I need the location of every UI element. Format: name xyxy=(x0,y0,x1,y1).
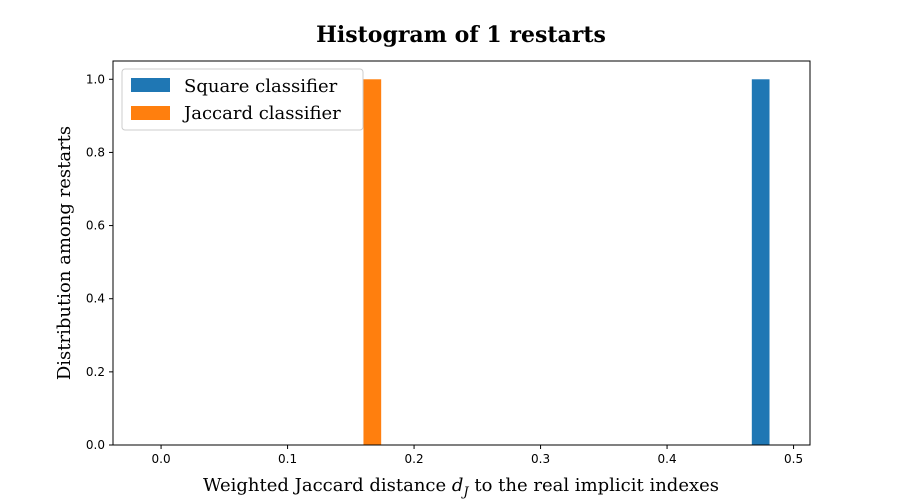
y-tick-label: 0.4 xyxy=(86,292,105,306)
y-tick-label: 0.8 xyxy=(86,145,105,159)
legend-swatch-jaccard-classifier xyxy=(131,106,170,120)
x-tick-label: 0.0 xyxy=(152,452,171,466)
plot-frame xyxy=(112,60,811,446)
legend-swatch-square-classifier xyxy=(131,78,170,92)
y-tick-label: 0.6 xyxy=(86,219,105,233)
x-axis-label: Weighted Jaccard distance dJ to the real… xyxy=(203,475,719,500)
legend-label-jaccard-classifier: Jaccard classifier xyxy=(182,103,341,124)
x-tick-label: 0.2 xyxy=(405,452,424,466)
x-axis-label-symbol: d xyxy=(452,475,464,496)
chart-title: Histogram of 1 restarts xyxy=(316,22,606,48)
bar-square-classifier-0 xyxy=(751,79,770,446)
x-axis-label-subscript: J xyxy=(460,485,469,500)
y-tick-label: 1.0 xyxy=(86,72,105,86)
y-axis-ticks: 0.0 0.2 0.4 0.6 0.8 1.0 xyxy=(86,72,113,452)
legend-box xyxy=(121,68,364,131)
bar-jaccard-classifier-0 xyxy=(363,79,382,446)
y-tick-label: 0.0 xyxy=(86,438,105,452)
y-axis-label: Distribution among restarts xyxy=(54,126,75,380)
x-axis-label-suffix: to the real implicit indexes xyxy=(469,475,719,496)
x-axis-label-prefix: Weighted Jaccard distance xyxy=(203,475,452,496)
x-tick-label: 0.4 xyxy=(658,452,677,466)
legend: Square classifier Jaccard classifier xyxy=(121,68,364,131)
y-tick-label: 0.2 xyxy=(86,365,105,379)
x-tick-label: 0.1 xyxy=(278,452,297,466)
x-axis-ticks: 0.0 0.1 0.2 0.3 0.4 0.5 xyxy=(152,445,803,466)
bars-group xyxy=(363,79,770,446)
x-tick-label: 0.5 xyxy=(784,452,803,466)
legend-label-square-classifier: Square classifier xyxy=(184,76,338,97)
x-tick-label: 0.3 xyxy=(531,452,550,466)
